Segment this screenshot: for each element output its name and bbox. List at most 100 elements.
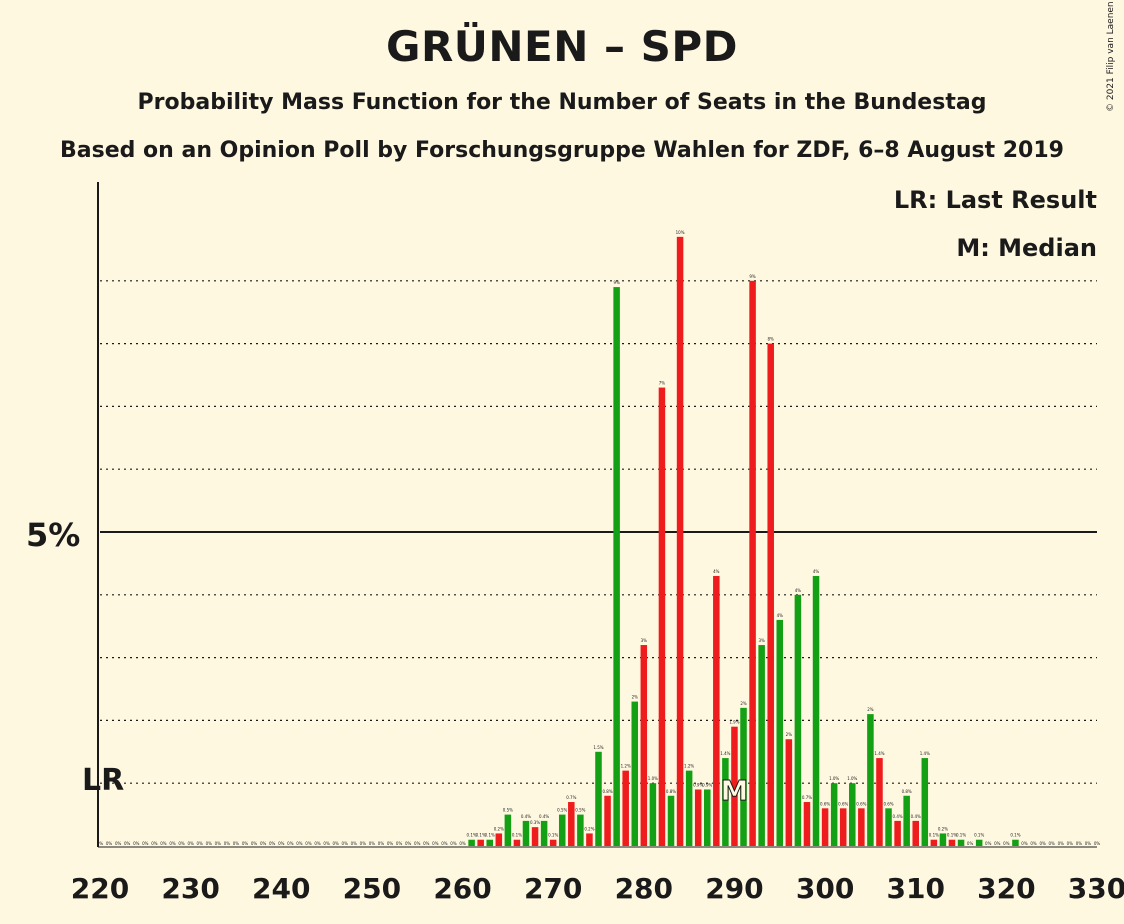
bar-value-label: 0% (151, 841, 158, 846)
bar-value-label: 0.7% (802, 795, 812, 800)
bar-value-label: 0% (269, 841, 276, 846)
bar (839, 808, 847, 846)
bar (948, 839, 956, 846)
bar (713, 575, 720, 846)
bar-value-label: 0% (396, 841, 403, 846)
bar (468, 839, 475, 846)
bar (794, 594, 802, 846)
bar (767, 343, 774, 846)
bar-value-label: 0% (197, 841, 204, 846)
bar-value-label: 0.2% (938, 826, 948, 831)
bar (921, 758, 929, 846)
bar-value-label: 0% (187, 841, 194, 846)
bar-value-label: 0.4% (911, 814, 921, 819)
bar-value-label: 0% (251, 841, 258, 846)
bar-value-label: 0.2% (584, 826, 594, 831)
bar-value-label: 3% (758, 638, 765, 643)
bar-value-label: 9% (749, 274, 756, 279)
bar-value-label: 0.3% (530, 820, 540, 825)
bar-value-label: 0% (1076, 841, 1083, 846)
bar-value-label: 1.9% (729, 720, 739, 725)
bar (540, 820, 548, 846)
bar-value-label: 0.5% (575, 808, 585, 813)
bar-value-label: 0.1% (974, 833, 984, 838)
x-tick-label: 320 (977, 872, 1035, 905)
bar-value-label: 0% (360, 841, 367, 846)
x-tick-label: 300 (796, 872, 854, 905)
bar-value-label: 0% (387, 841, 394, 846)
bar-value-label: 4% (713, 569, 720, 574)
bar-value-label: 0% (1058, 841, 1065, 846)
bar-value-label: 0.5% (503, 808, 513, 813)
bar (558, 814, 566, 846)
bar (740, 707, 747, 846)
bar-value-label: 1.5% (593, 745, 603, 750)
bar (622, 770, 629, 846)
bar-value-label: 0.1% (476, 833, 486, 838)
bar-value-label: 0% (224, 841, 231, 846)
bar (975, 839, 983, 846)
bar (722, 758, 729, 846)
bar (930, 839, 938, 846)
bar (486, 839, 493, 846)
bar (522, 820, 530, 846)
bar-value-label: 0% (115, 841, 122, 846)
x-tick-label: 270 (524, 872, 582, 905)
bar-value-label: 0% (1085, 841, 1092, 846)
bar-value-label: 2% (632, 695, 639, 700)
bar-value-label: 2% (867, 707, 874, 712)
bar-value-label: 0.1% (929, 833, 939, 838)
bar-value-label: 0% (242, 841, 249, 846)
bar-value-label: 4% (777, 613, 784, 618)
bar-value-label: 9% (613, 280, 620, 285)
y-tick-label-5pct: 5% (26, 516, 80, 554)
bar-value-label: 0% (405, 841, 412, 846)
chart-source-subtitle: Based on an Opinion Poll by Forschungsgr… (60, 138, 1064, 163)
bar-value-label: 4% (795, 588, 802, 593)
bar-value-label: 1.0% (829, 776, 839, 781)
bar-value-label: 0.1% (512, 833, 522, 838)
bar-value-label: 0% (459, 841, 466, 846)
x-tick-labels: 220 230 240 250 260 270 280 290 300 310 320 330 (71, 872, 1124, 905)
gridlines (100, 280, 1097, 784)
bar (876, 758, 883, 846)
bar (549, 839, 557, 846)
bar-value-label: 1.4% (720, 751, 730, 756)
bar-value-label: 0% (1039, 841, 1046, 846)
bar (595, 751, 602, 846)
bar (812, 575, 820, 846)
x-tick-label: 220 (71, 872, 129, 905)
bar-value-label: 0% (414, 841, 421, 846)
median-marker: M (721, 774, 749, 807)
bar-value-label: 0% (142, 841, 149, 846)
bar (477, 839, 484, 846)
bar (749, 280, 756, 846)
bar-value-label: 0% (178, 841, 185, 846)
bar (604, 795, 611, 846)
bar-value-label: 0% (1030, 841, 1037, 846)
bar-value-label: 0.9% (702, 782, 712, 787)
bar (649, 783, 657, 846)
bar-value-label: 0.5% (557, 808, 567, 813)
bar-value-label: 0% (967, 841, 974, 846)
x-tick-label: 310 (887, 872, 945, 905)
bar (912, 820, 919, 846)
bar (685, 770, 693, 846)
bar-value-label: 8% (768, 337, 775, 342)
bar (531, 827, 539, 846)
bar-value-label: 0.4% (893, 814, 903, 819)
bar-value-label: 0% (1067, 841, 1074, 846)
bar-value-label: 0.2% (494, 826, 504, 831)
last-result-marker: LR (82, 763, 124, 798)
bar-value-label: 0% (287, 841, 294, 846)
bar (495, 833, 503, 846)
bar (939, 833, 947, 846)
bar (504, 814, 512, 846)
bar-value-label: 0% (1003, 841, 1010, 846)
bar-value-label: 0% (994, 841, 1001, 846)
bar (785, 739, 793, 846)
bar (586, 833, 593, 846)
x-tick-label: 260 (433, 872, 491, 905)
bar-value-label: 0.6% (856, 801, 866, 806)
